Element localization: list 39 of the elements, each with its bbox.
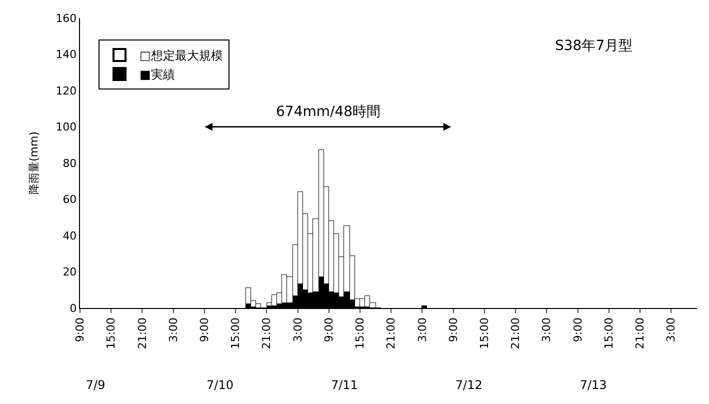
legend-label: ■実績	[140, 68, 175, 82]
y-tick-label: 0	[70, 302, 77, 315]
x-tick-label: 21:00	[384, 317, 398, 350]
x-tick-label: 15:00	[602, 317, 616, 350]
x-tick-label: 21:00	[136, 317, 149, 350]
x2-tick-label: 7/12	[455, 378, 482, 392]
x-tick-label: 3:00	[291, 317, 304, 342]
x-tick-label: 15:00	[354, 317, 367, 350]
x2-tick-label: 7/13	[580, 378, 607, 392]
x-tick-label: 3:00	[416, 317, 429, 342]
annotation: 674mm/48時間	[276, 104, 381, 120]
x-tick-label: 15:00	[478, 317, 491, 350]
x2-tick-label: 7/9	[86, 378, 106, 392]
x-tick-label: 9:00	[198, 317, 212, 342]
x-tick-label: 21:00	[509, 317, 522, 350]
y-tick-label: 80	[62, 156, 77, 170]
x-tick-label: 9:00	[446, 317, 460, 342]
y-tick-label: 60	[62, 193, 77, 206]
x-tick-label: 9:00	[74, 317, 87, 342]
y-axis-title: 降雨量(mm)	[27, 131, 40, 194]
x-tick-label: 15:00	[229, 317, 242, 350]
x-tick-label: 9:00	[322, 317, 336, 342]
x2-tick-label: 7/11	[330, 378, 358, 392]
annotation: S38年7月型	[555, 38, 633, 54]
x-tick-label: 3:00	[166, 317, 180, 342]
legend-label: □想定最大規模	[140, 48, 223, 63]
x-tick-label: 21:00	[634, 317, 647, 350]
y-tick-label: 140	[56, 48, 77, 62]
y-tick-label: 20	[62, 266, 77, 279]
x-tick-label: 9:00	[571, 317, 584, 342]
x-tick-label: 3:00	[540, 317, 554, 342]
y-tick-label: 160	[56, 12, 77, 25]
y-tick-label: 100	[56, 120, 77, 134]
x-tick-label: 15:00	[104, 317, 118, 350]
x-tick-label: 3:00	[664, 317, 678, 342]
x2-tick-label: 7/10	[206, 378, 234, 392]
x-tick-label: 21:00	[260, 317, 274, 350]
y-tick-label: 120	[56, 84, 77, 98]
y-tick-label: 40	[62, 229, 77, 242]
